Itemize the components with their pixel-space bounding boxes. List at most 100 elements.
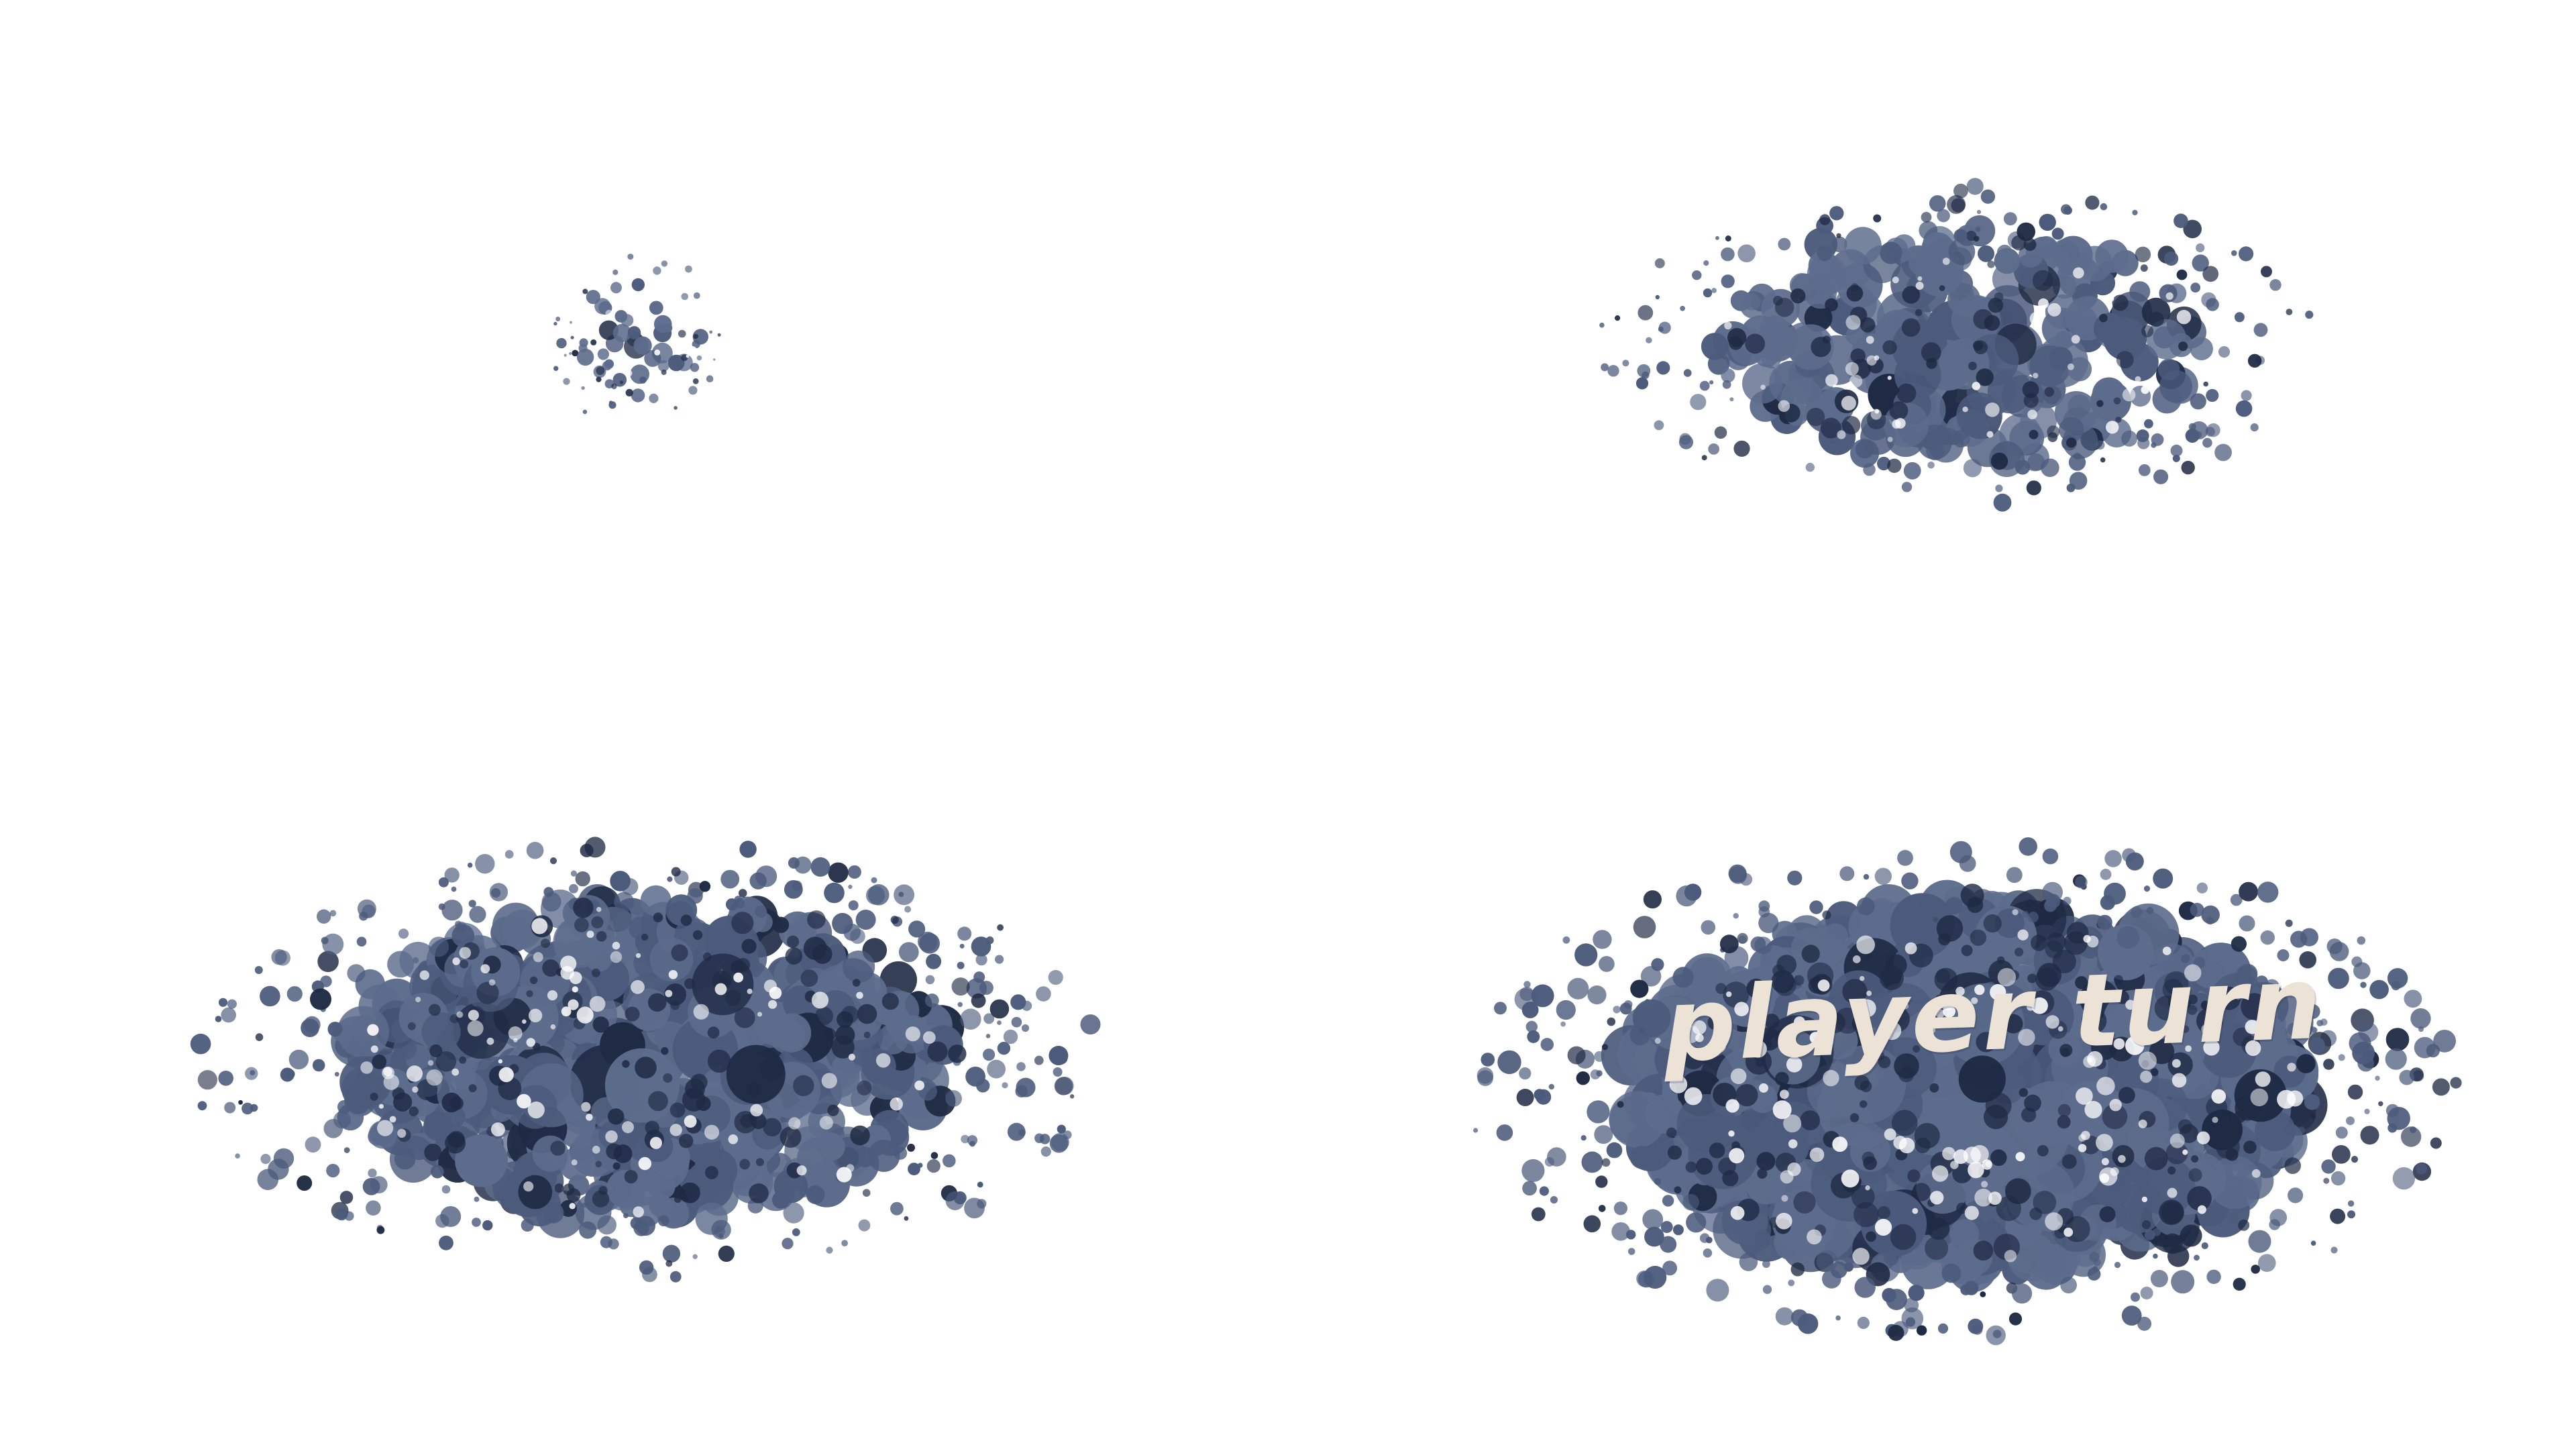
ink-droplet: [2304, 1094, 2320, 1110]
ink-speckle: [1685, 1161, 1697, 1173]
ink-droplet: [2143, 885, 2151, 892]
ink-droplet: [2250, 423, 2259, 432]
ink-gap: [836, 1167, 852, 1183]
ink-gap: [2027, 409, 2037, 420]
ink-droplet: [1002, 1082, 1008, 1089]
ink-droplet: [979, 981, 994, 995]
ink-droplet: [305, 1136, 321, 1153]
ink-speckle: [749, 1183, 769, 1203]
ink-droplet: [1021, 1024, 1030, 1032]
ink-speckle: [734, 1007, 755, 1028]
ink-speckle: [611, 383, 617, 390]
ink-droplet: [2330, 1171, 2346, 1186]
ink-speckle: [2102, 1104, 2128, 1130]
ink-droplet: [2332, 1145, 2351, 1164]
ink-droplet: [2202, 437, 2212, 448]
ink-gap: [415, 996, 421, 1003]
ink-droplet: [1980, 189, 1996, 204]
ink-droplet: [1711, 288, 1717, 293]
ink-speckle: [1842, 979, 1868, 1004]
ink-droplet: [948, 1044, 967, 1063]
ink-speckle: [498, 1077, 522, 1100]
ink-droplet: [2066, 437, 2077, 448]
ink-droplet: [597, 1215, 616, 1235]
ink-speckle: [596, 931, 607, 942]
ink-speckle: [563, 1183, 575, 1195]
ink-droplet: [1644, 1265, 1667, 1289]
ink-gap: [1734, 1002, 1749, 1016]
ink-gap: [550, 1024, 556, 1030]
ink-droplet: [322, 933, 344, 955]
ink-droplet: [957, 961, 965, 969]
ink-droplet: [2140, 1287, 2153, 1299]
ink-speckle: [2187, 1005, 2198, 1015]
ink-droplet: [197, 1101, 207, 1111]
ink-droplet: [474, 1196, 480, 1202]
ink-gap: [2197, 1205, 2206, 1214]
ink-droplet: [1622, 360, 1629, 367]
ink-speckle: [1801, 945, 1820, 963]
ink-droplet: [1805, 462, 1815, 472]
ink-blob: [2112, 250, 2139, 276]
ink-speckle: [2113, 397, 2121, 405]
ink-droplet: [2237, 963, 2258, 984]
ink-droplet: [2003, 212, 2017, 225]
ink-droplet: [2323, 1177, 2330, 1184]
ink-gap: [2015, 1152, 2025, 1162]
ink-speckle: [1896, 383, 1917, 403]
ink-speckle: [850, 1125, 870, 1146]
ink-droplet: [2321, 1159, 2336, 1174]
ink-speckle: [591, 916, 604, 928]
ink-droplet: [2410, 1008, 2431, 1029]
ink-droplet: [2171, 1270, 2195, 1294]
ink-speckle: [1745, 333, 1766, 354]
ink-droplet: [2284, 1157, 2301, 1174]
ink-gap: [1728, 1130, 1735, 1137]
ink-droplet: [739, 841, 757, 858]
ink-speckle: [679, 1134, 694, 1148]
ink-speckle: [1723, 981, 1750, 1008]
ink-gap: [1968, 1161, 1984, 1179]
ink-droplet: [2194, 1254, 2200, 1261]
ink-gap: [1997, 968, 2017, 987]
ink-droplet: [783, 1202, 804, 1224]
ink-droplet: [2167, 1245, 2190, 1267]
ink-droplet: [1863, 873, 1870, 880]
ink-blob: [1942, 983, 2025, 1066]
ink-droplet: [2433, 1030, 2457, 1053]
ink-gap: [1760, 384, 1766, 390]
ink-droplet: [1527, 1030, 1540, 1043]
ink-gap: [1730, 1205, 1745, 1220]
ink-droplet: [1888, 1324, 1904, 1341]
ink-droplet: [855, 910, 876, 930]
ink-droplet: [810, 857, 830, 877]
ink-speckle: [1976, 1032, 1996, 1053]
ink-blob: [667, 354, 685, 372]
ink-speckle: [2217, 986, 2241, 1010]
ink-droplet: [362, 1177, 380, 1195]
ink-speckle: [2031, 934, 2047, 951]
ink-droplet: [245, 1067, 258, 1081]
ink-droplet: [2041, 458, 2059, 478]
ink-blob: [1849, 1131, 1891, 1172]
ink-blob: [927, 1041, 948, 1062]
ink-droplet: [1567, 977, 1589, 1000]
ink-gap: [2018, 1028, 2035, 1046]
ink-gap: [1894, 418, 1906, 429]
ink-droplet: [2310, 1240, 2316, 1246]
ink-droplet: [2308, 1026, 2317, 1035]
ink-speckle: [780, 1126, 802, 1148]
ink-droplet: [582, 1203, 587, 1208]
ink-speckle: [2178, 341, 2188, 352]
ink-droplet: [2201, 1242, 2208, 1250]
ink-droplet: [1904, 1297, 1919, 1313]
ink-droplet: [1703, 1248, 1713, 1258]
ink-droplet: [894, 1146, 908, 1160]
ink-droplet: [366, 1200, 381, 1216]
ink-droplet: [317, 909, 331, 924]
ink-droplet: [2180, 1224, 2202, 1247]
ink-droplet: [197, 1070, 217, 1090]
ink-droplet: [2299, 951, 2316, 969]
ink-droplet: [1968, 1318, 1984, 1334]
ink-droplet: [2247, 354, 2262, 368]
